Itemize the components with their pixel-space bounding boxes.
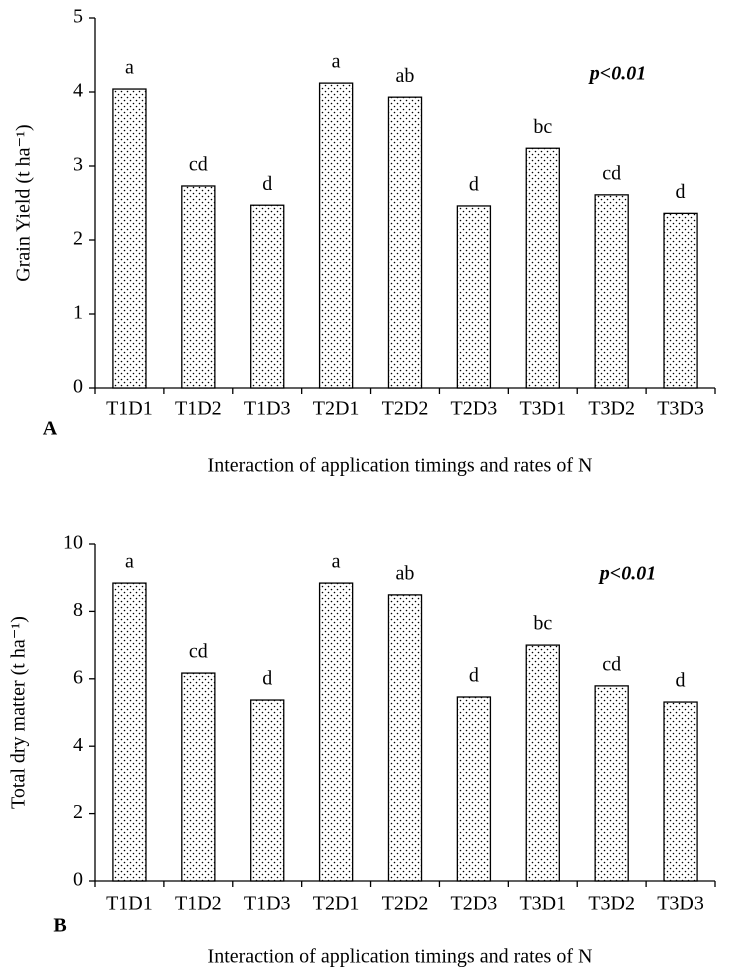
bar [112,88,147,389]
significance-letter: bc [533,613,552,635]
significance-letter: ab [396,65,415,87]
bar [456,696,492,882]
y-tick-label: 2 [73,228,83,250]
bar [250,699,285,882]
bar [525,644,560,882]
significance-letter: ab [396,562,415,584]
x-axis-title: Interaction of application timings and r… [208,455,593,477]
x-tick-label: T2D2 [382,398,429,420]
x-tick-label: T1D3 [244,398,291,420]
y-tick-label: 2 [73,801,83,823]
significance-letter: d [676,181,686,203]
bar [250,204,285,389]
significance-letter: cd [602,653,621,675]
y-tick-label: 5 [73,6,83,28]
p-value: p<0.01 [588,63,646,85]
y-axis-title: Total dry matter (t ha⁻¹) [8,616,30,809]
significance-letter: d [469,174,479,196]
x-tick-label: T2D3 [451,398,498,420]
x-tick-label: T3D3 [657,398,704,420]
bar [387,594,423,882]
x-tick-label: T1D1 [106,893,153,915]
y-tick-label: 8 [73,599,83,621]
y-tick-label: 3 [73,154,83,176]
x-tick-label: T3D1 [519,398,566,420]
bar [318,582,354,882]
significance-letter: d [676,670,686,692]
x-tick-label: T3D2 [588,398,635,420]
panel-label: A [43,418,58,440]
y-tick-label: 6 [73,666,83,688]
x-tick-label: T1D1 [106,398,153,420]
y-tick-label: 0 [73,376,83,398]
significance-letter: a [125,57,134,79]
bar [112,582,147,882]
bar [318,82,354,389]
y-tick-label: 1 [73,302,83,324]
significance-letter: bc [533,116,552,138]
y-tick-label: 0 [73,869,83,891]
x-tick-label: T2D1 [313,893,360,915]
significance-letter: a [332,551,341,573]
significance-letter: a [125,551,134,573]
x-tick-label: T3D3 [657,893,704,915]
significance-letter: cd [189,641,208,663]
bar [456,205,492,389]
y-tick-label: 10 [63,532,83,554]
x-tick-label: T2D1 [313,398,360,420]
significance-letter: d [262,173,272,195]
bar [181,672,216,882]
y-tick-label: 4 [73,80,83,102]
x-tick-label: T3D1 [519,893,566,915]
significance-letter: d [262,668,272,690]
bar [387,96,423,389]
p-value: p<0.01 [598,563,656,585]
x-tick-label: T3D2 [588,893,635,915]
significance-letter: cd [189,154,208,176]
y-tick-label: 4 [73,734,83,756]
significance-letter: cd [602,162,621,184]
bar [594,685,629,882]
bar [663,212,698,389]
x-tick-label: T1D2 [175,893,222,915]
panel-label: B [53,915,66,937]
bar [663,701,698,882]
x-tick-label: T2D2 [382,893,429,915]
bar [525,147,560,389]
bar [594,194,629,389]
x-tick-label: T1D2 [175,398,222,420]
x-tick-label: T2D3 [451,893,498,915]
significance-letter: a [332,51,341,73]
x-tick-label: T1D3 [244,893,291,915]
bar [181,185,216,389]
y-axis-title: Grain Yield (t ha⁻¹) [13,124,35,281]
significance-letter: d [469,665,479,687]
x-axis-title: Interaction of application timings and r… [208,946,593,968]
